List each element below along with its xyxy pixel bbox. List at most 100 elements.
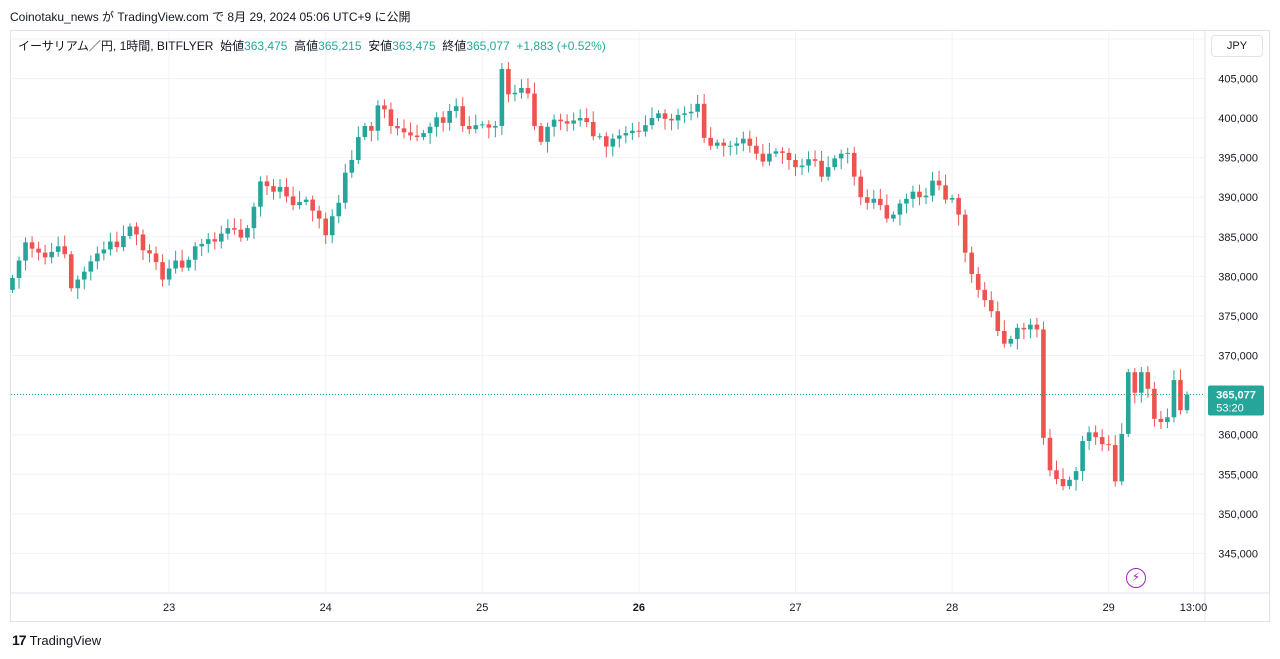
- candle-body: [16, 260, 22, 278]
- candle-body: [245, 228, 250, 238]
- candle-body: [134, 226, 139, 235]
- candle-body: [838, 153, 844, 159]
- candle-body: [179, 260, 185, 268]
- candle-body: [545, 126, 550, 142]
- candle-body: [101, 249, 107, 254]
- candle-body: [473, 125, 479, 130]
- y-tick-label: 360,000: [1218, 430, 1258, 442]
- candle-body: [388, 109, 394, 126]
- lightning-icon[interactable]: ⚡: [1126, 568, 1146, 588]
- candle-body: [303, 199, 309, 202]
- candle-body: [519, 87, 524, 93]
- candle-body: [1145, 372, 1151, 389]
- candle-body: [225, 228, 231, 234]
- candle-body: [682, 113, 687, 115]
- candle-body: [1054, 470, 1059, 480]
- candle-body: [10, 277, 15, 290]
- candle-body: [290, 196, 296, 206]
- candle-body: [1139, 372, 1144, 393]
- candle-body: [460, 106, 466, 126]
- candle-body: [401, 128, 407, 133]
- candle-body: [1034, 324, 1040, 330]
- candle-body: [453, 106, 459, 111]
- close-value: 365,077: [466, 39, 510, 53]
- y-tick-label: 370,000: [1218, 351, 1258, 363]
- candle-body: [205, 239, 211, 244]
- x-tick-label: 28: [946, 602, 958, 614]
- candle-body: [806, 159, 811, 166]
- candle-body: [1002, 330, 1007, 344]
- candle-body: [851, 152, 857, 177]
- candle-body: [564, 121, 570, 124]
- currency-button[interactable]: JPY: [1211, 35, 1263, 57]
- candle-body: [414, 135, 420, 138]
- candle-body: [969, 252, 974, 275]
- candle-body: [1184, 394, 1190, 411]
- candle-body: [114, 241, 120, 248]
- x-tick-label: 23: [163, 602, 175, 614]
- candle-body: [36, 248, 41, 253]
- candle-body: [68, 254, 74, 289]
- candle-body: [669, 118, 674, 121]
- candle-body: [584, 118, 589, 123]
- candle-body: [871, 198, 877, 203]
- candle-body: [864, 197, 870, 203]
- candle-body: [466, 125, 472, 130]
- candle-body: [440, 117, 446, 123]
- high-label: 高値: [294, 39, 319, 53]
- tradingview-mark-icon: 17: [12, 632, 27, 648]
- candle-body: [662, 113, 668, 119]
- y-tick-label: 345,000: [1218, 548, 1258, 560]
- candle-body: [1106, 444, 1111, 446]
- close-label: 終値: [442, 39, 467, 53]
- last-price-badge: [1208, 385, 1264, 416]
- candle-body: [238, 229, 244, 238]
- chart-frame[interactable]: [10, 30, 1270, 622]
- low-value: 363,475: [392, 39, 436, 53]
- symbol-legend: イーサリアム／円, 1時間, BITFLYER 始値363,475 高値365,…: [18, 37, 606, 54]
- candle-body: [982, 289, 988, 301]
- x-tick-label: 13:00: [1180, 602, 1208, 614]
- candle-body: [258, 181, 263, 207]
- tradingview-brand: TradingView: [29, 632, 102, 648]
- candle-body: [362, 125, 368, 138]
- candle-body: [819, 160, 824, 177]
- tradingview-logo[interactable]: 17 TradingView: [12, 632, 101, 648]
- candle-body: [49, 251, 54, 258]
- y-tick-label: 400,000: [1218, 113, 1258, 125]
- candle-body: [342, 172, 348, 203]
- candle-body: [316, 210, 322, 219]
- candle-body: [329, 216, 335, 236]
- x-tick-label: 25: [476, 602, 488, 614]
- candle-body: [649, 118, 655, 126]
- candle-body: [1041, 329, 1046, 438]
- candle-body: [1171, 380, 1177, 418]
- candle-body: [1125, 372, 1131, 434]
- candle-body: [1067, 479, 1072, 487]
- candle-body: [675, 114, 681, 121]
- candle-body: [480, 124, 485, 126]
- candle-body: [891, 214, 896, 219]
- candle-body: [525, 87, 531, 94]
- candle-body: [95, 253, 100, 262]
- candle-body: [232, 228, 237, 230]
- candle-body: [297, 201, 302, 206]
- candle-body: [375, 105, 381, 131]
- candle-body: [140, 234, 146, 251]
- candle-body: [832, 158, 837, 168]
- candle-body: [447, 110, 452, 123]
- candle-body: [884, 205, 890, 219]
- last-price-countdown: 53:20: [1216, 403, 1244, 415]
- candle-body: [23, 242, 28, 261]
- candle-body: [597, 136, 603, 138]
- candle-body: [506, 68, 511, 95]
- candle-body: [630, 130, 635, 134]
- candle-body: [219, 233, 224, 242]
- candle-body: [427, 126, 433, 134]
- candle-body: [741, 138, 746, 144]
- candle-body: [538, 125, 544, 142]
- candle-body: [147, 250, 152, 254]
- candle-body: [995, 311, 1001, 331]
- candle-body: [1008, 338, 1014, 344]
